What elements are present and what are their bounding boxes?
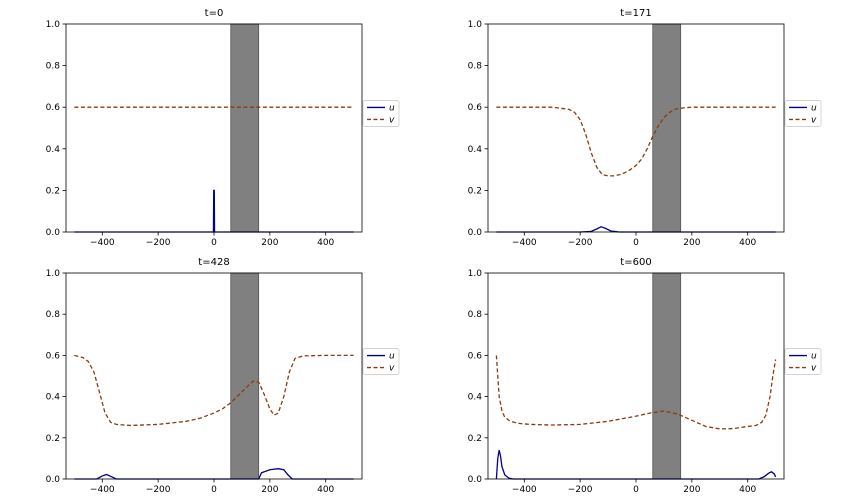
subplot-3: t=428 −400 −200 0 200 400 0.0 0.2 0.4 0.6 0.8 1.0 uv xyxy=(46,257,400,495)
x-tick-label: 200 xyxy=(261,238,278,248)
x-tick-label: −400 xyxy=(90,485,115,495)
x-tick-label: −400 xyxy=(512,238,537,248)
subplot-title: t=600 xyxy=(620,257,651,268)
y-tick-label: 0.6 xyxy=(468,103,483,113)
shaded-region xyxy=(230,272,260,480)
legend-label-u: u xyxy=(389,352,395,362)
legend: uv xyxy=(784,100,822,127)
series-line-v xyxy=(495,355,777,430)
y-tick-label: 0.2 xyxy=(468,434,482,444)
series-line-v xyxy=(496,106,776,177)
x-tick-label: −200 xyxy=(146,485,171,495)
x-tick-label: 0 xyxy=(211,485,217,495)
x-tick-label: 0 xyxy=(633,485,639,495)
legend: uv xyxy=(784,348,822,375)
series-line-u xyxy=(496,226,776,233)
subplot-1: t=0 −400 −200 0 200 400 0.0 0.2 0.4 0.6 0.8 1.0 uv xyxy=(46,8,400,248)
y-tick-label: 0.6 xyxy=(46,351,61,361)
y-tick-label: 1.0 xyxy=(468,269,483,279)
axes-frame xyxy=(65,272,363,480)
x-tick-label: −400 xyxy=(512,485,537,495)
x-tick-label: −400 xyxy=(90,238,115,248)
y-tick-label: 0.0 xyxy=(46,475,61,485)
series-line-v xyxy=(74,354,354,427)
legend-label-v: v xyxy=(389,364,395,374)
legend-label-v: v xyxy=(811,115,817,125)
legend: uv xyxy=(362,348,400,375)
x-tick-label: 200 xyxy=(261,485,278,495)
y-tick-label: 0.4 xyxy=(468,393,483,403)
subplot-title: t=171 xyxy=(620,8,651,19)
shaded-region xyxy=(652,272,682,480)
y-tick-label: 0.4 xyxy=(46,393,61,403)
y-tick-label: 0.8 xyxy=(46,310,61,320)
x-tick-label: 0 xyxy=(211,238,217,248)
x-tick-label: 0 xyxy=(633,238,639,248)
shaded-region xyxy=(230,23,260,233)
y-tick-label: 0.8 xyxy=(468,310,483,320)
x-tick-label: −200 xyxy=(146,238,171,248)
y-tick-label: 0.2 xyxy=(46,186,60,196)
x-tick-label: 400 xyxy=(739,238,756,248)
y-tick-label: 0.8 xyxy=(468,62,483,72)
legend-label-v: v xyxy=(811,364,817,374)
y-tick-label: 0.2 xyxy=(46,434,60,444)
legend-label-v: v xyxy=(389,115,395,125)
subplot-2: t=171 −400 −200 0 200 400 0.0 0.2 0.4 0.6 0.8 1.0 uv xyxy=(468,8,822,248)
y-tick-label: 0.4 xyxy=(46,145,61,155)
legend-label-u: u xyxy=(389,103,395,113)
subplot-4: t=600 −400 −200 0 200 400 0.0 0.2 0.4 0.6 0.8 1.0 uv xyxy=(468,257,822,495)
y-tick-label: 1.0 xyxy=(46,20,61,30)
subplot-title: t=0 xyxy=(205,8,224,19)
y-tick-label: 0.4 xyxy=(468,145,483,155)
y-tick-label: 1.0 xyxy=(46,269,61,279)
subplot-title: t=428 xyxy=(198,257,229,268)
legend: uv xyxy=(362,100,400,127)
legend-label-u: u xyxy=(811,352,817,362)
y-tick-label: 0.2 xyxy=(468,186,482,196)
series-line-u xyxy=(74,468,354,480)
x-tick-label: 200 xyxy=(683,485,700,495)
y-tick-label: 0.0 xyxy=(468,475,483,485)
x-tick-label: 200 xyxy=(683,238,700,248)
x-tick-label: 400 xyxy=(317,238,334,248)
legend-label-u: u xyxy=(811,103,817,113)
y-tick-label: 1.0 xyxy=(468,20,483,30)
y-tick-label: 0.8 xyxy=(46,62,61,72)
y-tick-label: 0.6 xyxy=(468,351,483,361)
x-tick-label: −200 xyxy=(568,238,593,248)
y-tick-label: 0.6 xyxy=(46,103,61,113)
axes-frame xyxy=(487,272,785,480)
axes-frame xyxy=(487,23,785,233)
x-tick-label: 400 xyxy=(739,485,756,495)
y-tick-label: 0.0 xyxy=(46,228,61,238)
series-line-u xyxy=(495,450,777,480)
series-line-u xyxy=(74,189,354,233)
y-tick-label: 0.0 xyxy=(468,228,483,238)
x-tick-label: −200 xyxy=(568,485,593,495)
x-tick-label: 400 xyxy=(317,485,334,495)
